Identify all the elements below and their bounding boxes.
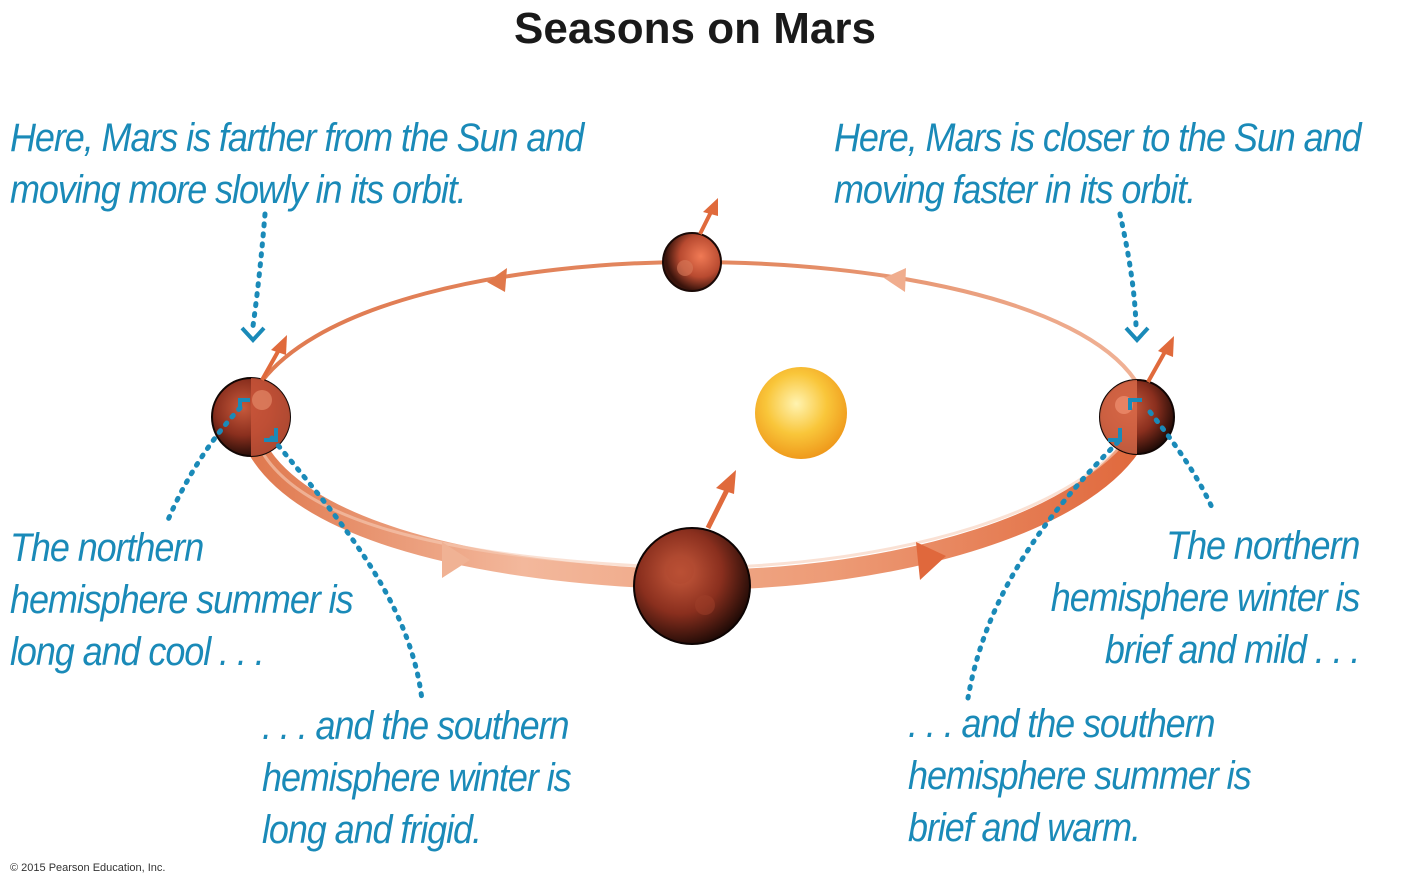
caption-line: brief and warm. — [908, 806, 1141, 850]
orbit-direction-arrow-icon — [487, 268, 507, 292]
caption-line: brief and mild . . . — [1104, 628, 1361, 672]
caption-line: long and cool . . . — [10, 630, 265, 674]
caption-line: hemisphere winter is — [262, 756, 572, 800]
pole-marker-icon — [264, 428, 278, 442]
caption-north-summer: The northern hemisphere summer is long a… — [10, 522, 354, 678]
rotation-axis-arrow-icon — [705, 470, 736, 530]
pole-marker-icon — [1108, 428, 1122, 442]
caption-near-point: Here, Mars is closer to the Sun and movi… — [834, 112, 1362, 216]
pointer-near-point — [1117, 211, 1139, 329]
mars-planet-icon — [662, 232, 722, 292]
sun-icon — [755, 367, 847, 459]
mars-planet-icon — [633, 527, 751, 645]
caption-line: moving more slowly in its orbit. — [10, 168, 467, 212]
caption-south-winter: . . . and the southern hemisphere winter… — [262, 700, 572, 856]
caption-far-point: Here, Mars is farther from the Sun and m… — [10, 112, 584, 216]
pole-marker-icon — [238, 398, 250, 410]
chevron-down-icon — [240, 326, 266, 343]
pointer-south-summer — [965, 439, 1121, 701]
caption-line: hemisphere winter is — [1050, 576, 1361, 620]
caption-line: Here, Mars is closer to the Sun and — [834, 116, 1362, 160]
page-title: Seasons on Mars — [514, 4, 876, 53]
caption-line: Here, Mars is farther from the Sun and — [10, 116, 584, 160]
caption-line: hemisphere summer is — [908, 754, 1252, 798]
orbit-direction-arrow-icon — [884, 268, 906, 292]
caption-south-summer: . . . and the southern hemisphere summer… — [908, 698, 1252, 854]
caption-north-winter: The northern hemisphere winter is brief … — [1022, 520, 1361, 676]
pointer-south-winter — [269, 435, 425, 703]
pointer-far-point — [250, 211, 268, 329]
pole-marker-icon — [1128, 398, 1142, 410]
caption-line: The northern — [1166, 524, 1360, 568]
caption-line: . . . and the southern — [908, 702, 1216, 746]
caption-line: long and frigid. — [262, 808, 482, 852]
caption-line: . . . and the southern — [262, 704, 570, 748]
pointer-north-summer — [165, 405, 243, 523]
orbit-direction-arrow-icon — [442, 542, 470, 578]
mars-planet-icon — [1099, 379, 1175, 455]
pointer-north-winter — [1147, 409, 1217, 515]
caption-line: moving faster in its orbit. — [834, 168, 1196, 212]
caption-line: hemisphere summer is — [10, 578, 354, 622]
caption-line: The northern — [10, 526, 204, 570]
rotation-axis-arrow-icon — [698, 198, 718, 235]
rotation-axis-arrow-icon — [260, 335, 287, 381]
orbit-direction-arrow-icon — [916, 542, 946, 580]
copyright-notice: © 2015 Pearson Education, Inc. — [10, 862, 166, 874]
chevron-down-icon — [1124, 326, 1150, 343]
rotation-axis-arrow-icon — [1146, 336, 1174, 383]
